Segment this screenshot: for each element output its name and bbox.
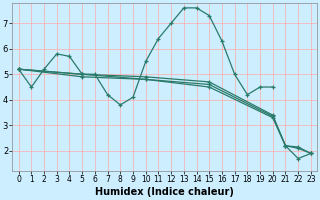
X-axis label: Humidex (Indice chaleur): Humidex (Indice chaleur) [95,187,234,197]
